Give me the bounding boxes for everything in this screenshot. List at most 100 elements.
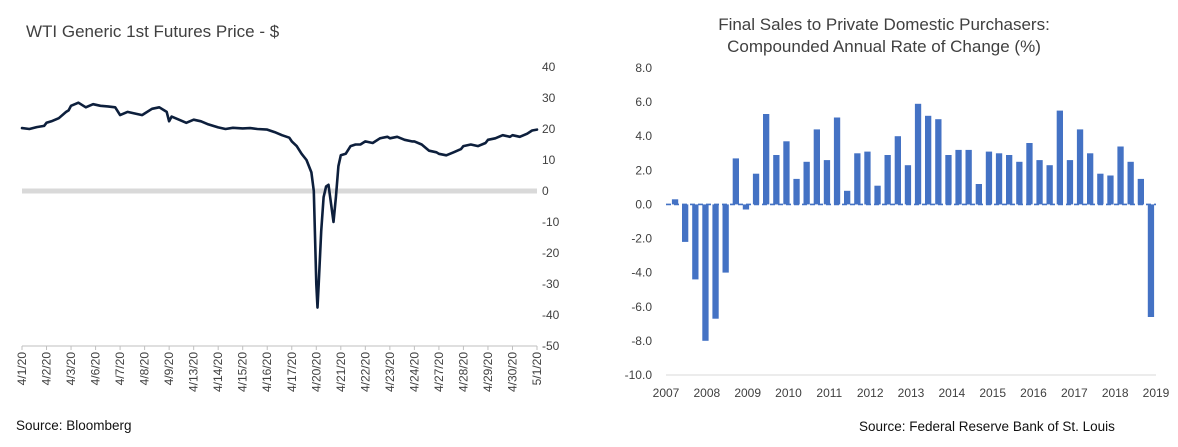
sales-bar <box>1006 155 1013 205</box>
sales-y-tick-label: 2.0 <box>635 163 652 177</box>
sales-bar <box>904 165 912 205</box>
wti-y-tick-label: 0 <box>542 184 549 198</box>
sales-x-tick-label: 2009 <box>734 386 761 400</box>
wti-x-tick-label: 4/3/20 <box>64 352 78 386</box>
wti-x-tick-label: 4/16/20 <box>260 352 274 392</box>
sales-bar <box>894 136 901 205</box>
sales-bar <box>935 119 942 205</box>
wti-x-tick-label: 4/30/20 <box>505 352 519 392</box>
sales-x-tick-label: 2019 <box>1143 386 1170 400</box>
sales-bar <box>803 161 810 205</box>
sales-bar <box>945 155 952 205</box>
sales-y-tick-label: 8.0 <box>635 61 652 75</box>
sales-bar <box>1066 160 1074 205</box>
sales-bar <box>722 204 729 273</box>
sales-bar <box>742 204 750 210</box>
sales-y-tick-label: -2.0 <box>631 232 652 246</box>
wti-x-tick-label: 4/22/20 <box>358 352 372 392</box>
sales-y-tick-label: 4.0 <box>635 129 652 143</box>
wti-chart-panel: WTI Generic 1st Futures Price - $ 40 30 20… <box>15 22 560 433</box>
wti-x-tick-label: 4/29/20 <box>481 352 495 392</box>
sales-bar <box>854 153 861 205</box>
sales-x-tick-label: 2016 <box>1020 386 1047 400</box>
sales-bar <box>1046 165 1053 205</box>
sales-bar <box>965 149 972 205</box>
wti-x-tick-label: 4/6/20 <box>89 352 103 386</box>
sales-bar <box>773 155 780 205</box>
sales-bar <box>844 190 851 205</box>
sales-bar <box>914 103 922 205</box>
wti-x-tick-label: 4/23/20 <box>383 352 397 392</box>
sales-bar <box>1016 161 1023 205</box>
sales-y-tick-label: 0.0 <box>635 197 652 211</box>
sales-y-tick-label: -10.0 <box>625 368 653 382</box>
sales-bar <box>925 115 932 205</box>
wti-y-tick-label: -50 <box>542 339 560 353</box>
wti-y-tick-label: 40 <box>542 60 556 74</box>
sales-bar <box>955 149 962 205</box>
sales-bar <box>833 117 841 205</box>
sales-bar <box>752 173 760 205</box>
sales-x-tick-label: 2008 <box>693 386 720 400</box>
wti-x-tick-label: 4/8/20 <box>138 352 152 386</box>
wti-price-line <box>20 101 539 309</box>
wti-x-tick-label: 4/20/20 <box>309 352 323 392</box>
wti-x-tick-label: 4/9/20 <box>162 352 176 386</box>
sales-bar <box>671 199 679 205</box>
wti-x-tick-label: 5/1/20 <box>530 352 544 386</box>
sales-bar <box>783 141 790 205</box>
sales-bar <box>1097 173 1104 205</box>
sales-bar <box>864 151 871 205</box>
sales-bar <box>1087 153 1094 205</box>
sales-bar <box>793 178 800 205</box>
final-sales-chart-title: Final Sales to Private Domestic Purchase… <box>590 14 1178 58</box>
final-sales-source: Source: Federal Reserve Bank of St. Loui… <box>859 419 1115 434</box>
wti-x-tick-label: 4/24/20 <box>407 352 421 392</box>
sales-x-tick-label: 2007 <box>653 386 680 400</box>
wti-chart-title: WTI Generic 1st Futures Price - $ <box>26 22 280 41</box>
sales-y-tick-label: 6.0 <box>635 95 652 109</box>
sales-y-tick-label: -8.0 <box>631 334 652 348</box>
sales-bar <box>823 160 831 205</box>
wti-y-tick-label: 20 <box>542 122 556 136</box>
sales-bar <box>1127 161 1134 205</box>
wti-y-tick-label: -40 <box>542 308 560 322</box>
sales-bar <box>884 155 891 205</box>
sales-bar <box>702 204 709 341</box>
wti-y-tick-label: -30 <box>542 277 560 291</box>
sales-bar <box>1076 129 1084 205</box>
wti-x-tick-label: 4/13/20 <box>187 352 201 392</box>
wti-line-chart: 40 30 20 10 0 -10 -20 -30 -40 -50 4/1/20 4/2/20 4/3/… <box>15 60 560 392</box>
sales-x-tick-label: 2014 <box>938 386 965 400</box>
sales-bar <box>712 204 719 319</box>
final-sales-bar-chart: 8.0 6.0 4.0 2.0 0.0 -2.0 -4.0 -6.0 -8.0 -10.02007… <box>625 61 1170 400</box>
wti-x-tick-label: 4/21/20 <box>334 352 348 392</box>
wti-x-tick-label: 4/7/20 <box>113 352 127 386</box>
sales-bar <box>1036 160 1043 205</box>
wti-x-tick-label: 4/17/20 <box>285 352 299 392</box>
wti-x-tick-label: 4/15/20 <box>236 352 250 392</box>
final-sales-chart-panel: Final Sales to Private Domestic Purchase… <box>590 0 1178 447</box>
sales-x-tick-label: 2012 <box>857 386 884 400</box>
sales-bar <box>763 114 770 205</box>
sales-bar <box>692 204 699 280</box>
sales-x-tick-label: 2011 <box>816 386 842 400</box>
sales-y-tick-label: -4.0 <box>631 266 652 280</box>
sales-bar <box>975 184 982 205</box>
sales-bar <box>732 158 739 205</box>
sales-x-tick-label: 2010 <box>775 386 802 400</box>
wti-x-tick-label: 4/14/20 <box>211 352 225 392</box>
sales-bar <box>1117 146 1124 205</box>
sales-bar <box>1147 204 1155 317</box>
wti-y-tick-label: 10 <box>542 153 556 167</box>
sales-bar <box>682 204 689 242</box>
sales-y-tick-label: -6.0 <box>631 300 652 314</box>
sales-bar <box>985 151 993 205</box>
wti-x-tick-label: 4/2/20 <box>40 352 54 386</box>
sales-bar <box>813 129 820 205</box>
wti-x-tick-label: 4/28/20 <box>456 352 470 392</box>
sales-x-tick-label: 2017 <box>1061 386 1088 400</box>
wti-y-tick-label: -20 <box>542 246 560 260</box>
sales-x-tick-label: 2015 <box>979 386 1006 400</box>
sales-bar <box>1026 143 1033 205</box>
